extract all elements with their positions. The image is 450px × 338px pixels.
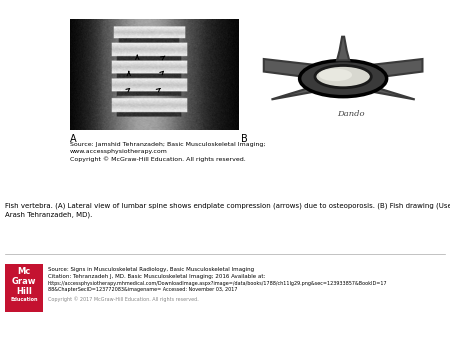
Text: B: B <box>241 134 248 144</box>
Ellipse shape <box>315 66 371 88</box>
Text: Mc: Mc <box>18 267 31 276</box>
Text: Graw: Graw <box>12 276 36 286</box>
Text: Citation: Tehranzadeh J, MD. Basic Musculoskeletal Imaging; 2016 Available at:: Citation: Tehranzadeh J, MD. Basic Muscu… <box>48 274 266 279</box>
Ellipse shape <box>319 69 352 81</box>
Polygon shape <box>359 83 415 99</box>
Text: A: A <box>70 134 77 144</box>
Text: Education: Education <box>10 297 38 301</box>
Polygon shape <box>337 37 349 61</box>
FancyBboxPatch shape <box>5 264 43 312</box>
Text: Hill: Hill <box>16 287 32 296</box>
Text: https://accessphysiotherapy.mhmedical.com/DownloadImage.aspx?image=/data/books/1: https://accessphysiotherapy.mhmedical.co… <box>48 281 387 292</box>
Polygon shape <box>271 83 328 99</box>
Ellipse shape <box>300 61 387 97</box>
Text: Fish vertebra. (A) Lateral view of lumbar spine shows endplate compression (arro: Fish vertebra. (A) Lateral view of lumba… <box>5 203 450 218</box>
Text: Source: Signs in Musculoskeletal Radiology, Basic Musculoskeletal Imaging: Source: Signs in Musculoskeletal Radiolo… <box>48 267 254 272</box>
Polygon shape <box>264 59 325 77</box>
Text: Copyright © 2017 McGraw-Hill Education. All rights reserved.: Copyright © 2017 McGraw-Hill Education. … <box>48 297 199 302</box>
Text: Source: Jamshid Tehranzadeh; Basic Musculoskeletal Imaging;
www.accessphysiother: Source: Jamshid Tehranzadeh; Basic Muscu… <box>70 142 266 162</box>
Text: Dando: Dando <box>337 110 365 118</box>
Polygon shape <box>361 59 423 77</box>
